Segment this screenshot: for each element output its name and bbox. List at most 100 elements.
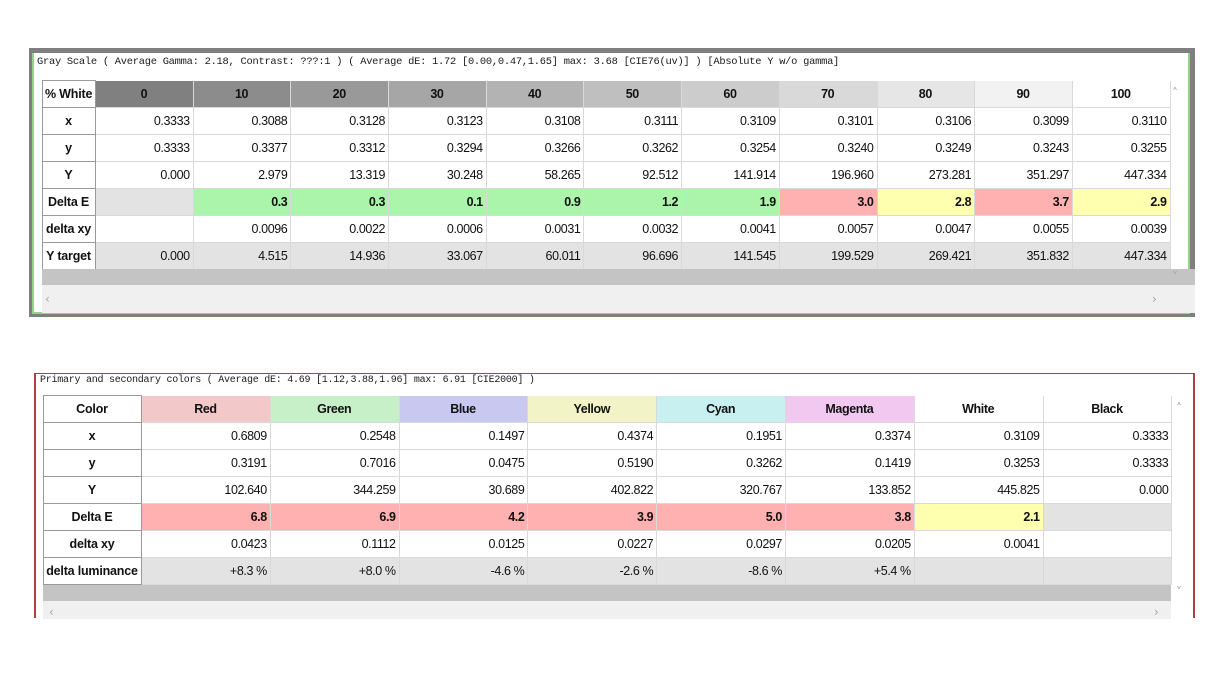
table-cell[interactable]: 0.3333 [95,134,194,162]
table-cell[interactable]: 0.0047 [877,215,976,243]
column-header[interactable]: Red [141,395,271,423]
gray-scale-horizontal-scrollbar[interactable] [42,285,1195,313]
table-cell[interactable]: 0.3106 [877,107,976,135]
table-cell[interactable]: 0.4374 [527,422,658,450]
column-header[interactable]: 90 [974,80,1073,108]
table-cell[interactable]: 0.1951 [656,422,786,450]
table-cell[interactable]: 0.0031 [486,215,585,243]
table-cell[interactable] [95,188,194,216]
table-cell[interactable]: 0.5190 [527,449,658,477]
table-cell[interactable]: 0.0297 [656,530,786,558]
table-cell[interactable]: 0.1419 [785,449,915,477]
column-header[interactable]: Cyan [656,395,786,423]
table-cell[interactable]: 13.319 [290,161,390,189]
table-cell[interactable]: 0.0475 [399,449,529,477]
table-cell[interactable]: 0.2548 [270,422,400,450]
table-cell[interactable]: -2.6 % [527,557,658,585]
table-cell[interactable]: 0.3191 [141,449,271,477]
table-cell[interactable]: 141.914 [681,161,780,189]
scroll-up-icon[interactable]: ˄ [1172,86,1178,100]
table-cell[interactable]: 447.334 [1072,242,1171,270]
table-cell[interactable]: 0.3240 [779,134,878,162]
column-header[interactable]: 0 [95,80,194,108]
table-cell[interactable]: 0.6809 [141,422,271,450]
table-cell[interactable]: 6.8 [141,503,271,531]
table-cell[interactable]: 2.9 [1072,188,1171,216]
scroll-down-icon[interactable]: ˅ [1172,270,1178,284]
table-cell[interactable]: 199.529 [779,242,878,270]
column-header[interactable]: 30 [388,80,487,108]
column-header[interactable]: 10 [193,80,292,108]
table-cell[interactable]: 0.0125 [399,530,529,558]
table-cell[interactable]: 0.000 [95,242,194,270]
table-cell[interactable]: 0.3312 [290,134,390,162]
table-cell[interactable]: 0.0006 [388,215,487,243]
table-cell[interactable]: 92.512 [583,161,683,189]
column-header[interactable]: 80 [877,80,976,108]
scroll-down-icon[interactable]: ˅ [1176,585,1182,599]
table-cell[interactable]: 0.3374 [785,422,915,450]
table-cell[interactable]: 0.3243 [974,134,1073,162]
table-cell[interactable]: +8.3 % [141,557,271,585]
table-cell[interactable]: 0.3088 [193,107,292,135]
table-cell[interactable]: 30.248 [388,161,487,189]
primary-colors-horizontal-scrollbar[interactable] [43,601,1171,619]
column-header[interactable]: Yellow [527,395,658,423]
table-cell[interactable]: 133.852 [785,476,915,504]
table-cell[interactable]: 0.000 [1043,476,1173,504]
table-cell[interactable]: 0.0032 [583,215,683,243]
table-cell[interactable]: 0.9 [486,188,585,216]
table-cell[interactable]: 0.3 [193,188,292,216]
scroll-left-icon[interactable]: ‹ [49,605,54,619]
scroll-up-icon[interactable]: ˄ [1176,401,1182,415]
table-cell[interactable]: 0.3109 [914,422,1044,450]
table-cell[interactable]: 2.979 [193,161,292,189]
table-cell[interactable] [1043,557,1173,585]
column-header[interactable]: Magenta [785,395,915,423]
table-cell[interactable]: 0.0055 [974,215,1073,243]
table-cell[interactable]: 351.832 [974,242,1073,270]
table-cell[interactable]: 447.334 [1072,161,1171,189]
table-cell[interactable]: 0.3294 [388,134,487,162]
table-cell[interactable] [95,215,194,243]
table-cell[interactable]: 0.3123 [388,107,487,135]
table-cell[interactable]: 0.3333 [1043,422,1173,450]
table-cell[interactable]: 273.281 [877,161,976,189]
table-cell[interactable]: 141.545 [681,242,780,270]
table-cell[interactable]: 0.0423 [141,530,271,558]
table-cell[interactable]: 0.3109 [681,107,780,135]
table-cell[interactable]: 33.067 [388,242,487,270]
table-cell[interactable]: 196.960 [779,161,878,189]
table-cell[interactable]: 269.421 [877,242,976,270]
table-cell[interactable]: 0.3377 [193,134,292,162]
scroll-left-icon[interactable]: ‹ [45,292,50,306]
table-cell[interactable]: 320.767 [656,476,786,504]
table-cell[interactable]: 0.1 [388,188,487,216]
table-cell[interactable]: 0.3128 [290,107,390,135]
column-header[interactable]: 50 [583,80,683,108]
table-cell[interactable] [1043,503,1173,531]
table-cell[interactable]: 351.297 [974,161,1073,189]
table-cell[interactable]: 3.0 [779,188,878,216]
scroll-right-icon[interactable]: › [1154,605,1159,619]
table-cell[interactable]: 0.0227 [527,530,658,558]
table-cell[interactable]: 30.689 [399,476,529,504]
table-cell[interactable]: 0.3 [290,188,390,216]
column-header[interactable]: 40 [486,80,585,108]
table-cell[interactable]: -8.6 % [656,557,786,585]
table-cell[interactable]: -4.6 % [399,557,529,585]
table-cell[interactable]: 0.3108 [486,107,585,135]
column-header[interactable]: Black [1043,395,1173,423]
column-header[interactable]: 100 [1072,80,1171,108]
table-cell[interactable] [914,557,1044,585]
table-cell[interactable]: 1.2 [583,188,683,216]
table-cell[interactable]: 0.0041 [914,530,1044,558]
table-cell[interactable]: 3.8 [785,503,915,531]
column-header[interactable]: Blue [399,395,529,423]
table-cell[interactable]: 0.3262 [583,134,683,162]
table-cell[interactable]: 2.8 [877,188,976,216]
table-cell[interactable] [1043,530,1173,558]
table-cell[interactable]: +8.0 % [270,557,400,585]
table-cell[interactable]: 344.259 [270,476,400,504]
table-cell[interactable]: 0.0039 [1072,215,1171,243]
